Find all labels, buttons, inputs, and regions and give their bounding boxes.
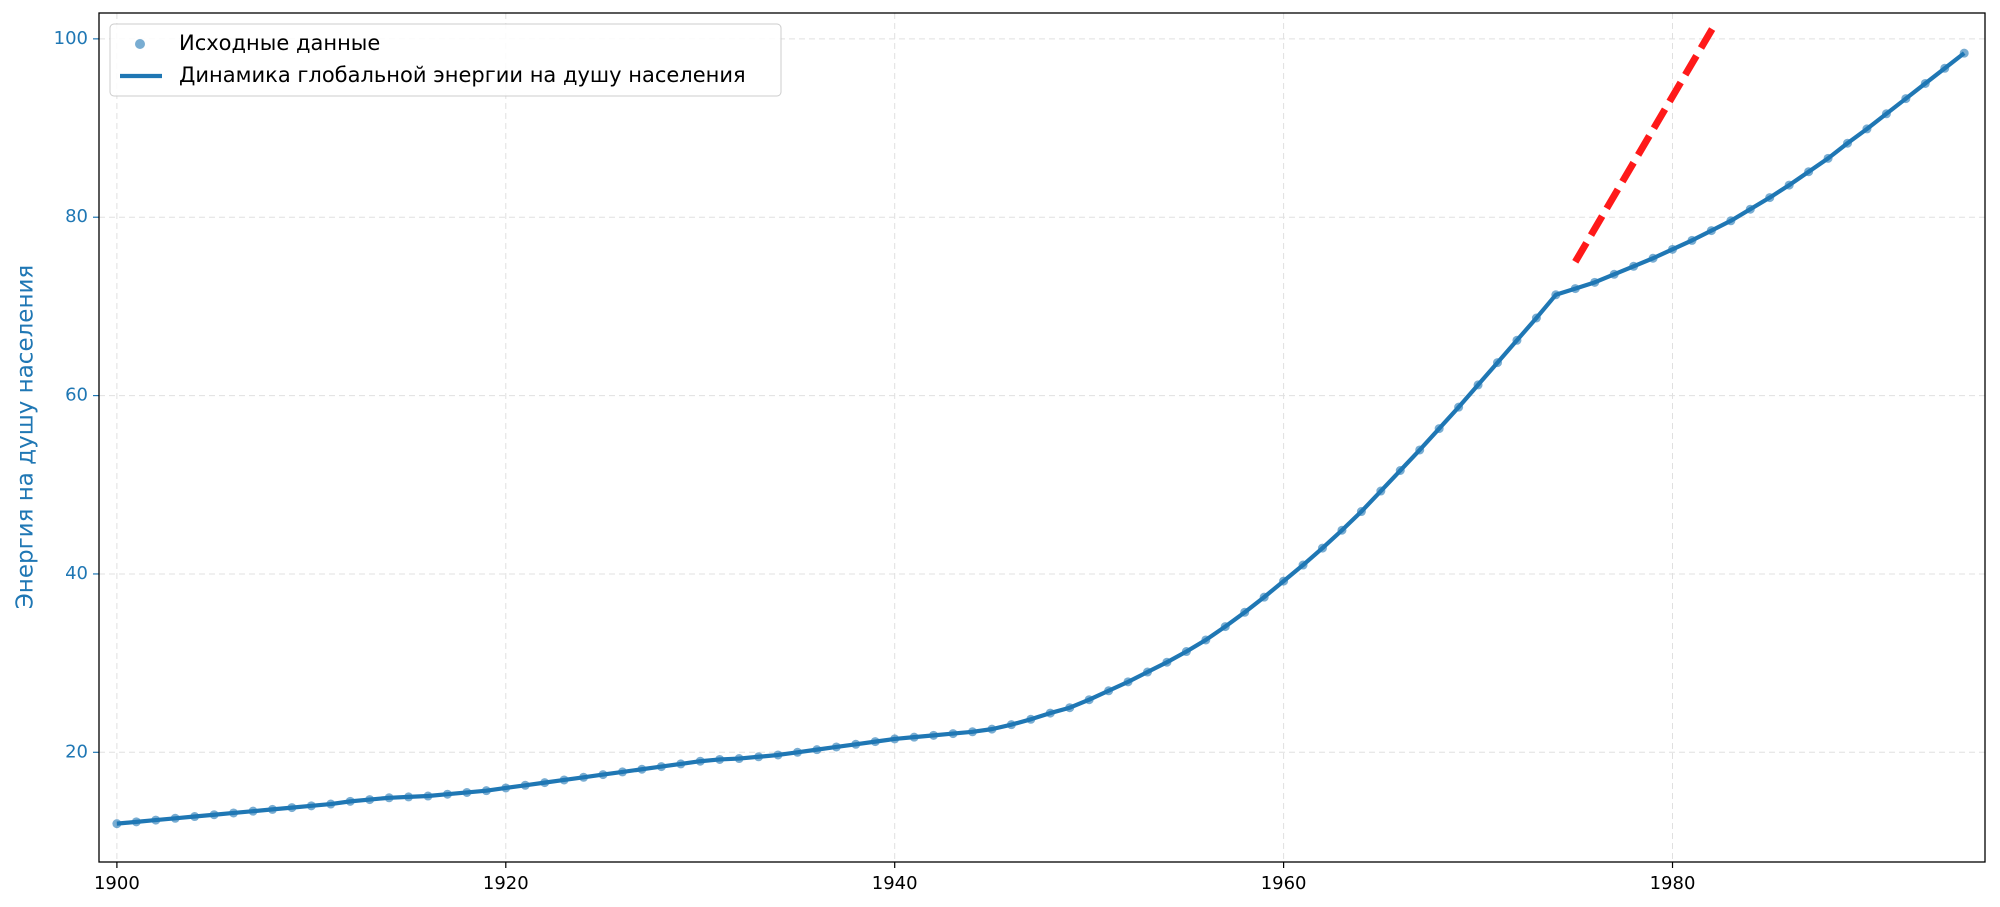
y-axis-label: Энергия на душу населения [13, 265, 39, 610]
plot-area [112, 21, 1969, 829]
x-tick-label: 1900 [94, 873, 140, 894]
x-tick-label: 1920 [483, 873, 529, 894]
legend-marker [135, 39, 145, 49]
legend-box [109, 23, 782, 97]
line [116, 51, 1966, 826]
x-tick-label: 1960 [1261, 873, 1307, 894]
x-tick-label: 1940 [872, 873, 918, 894]
x-tick-label: 1980 [1650, 873, 1696, 894]
legend-label: Динамика глобальной энергии на душу насе… [179, 63, 746, 87]
y-tick-label: 60 [65, 385, 88, 406]
trend-line [1572, 21, 1719, 264]
y-tick-label: 20 [65, 741, 88, 762]
y-tick-label: 80 [65, 206, 88, 227]
axes-frame [98, 12, 1986, 863]
y-tick-label: 100 [54, 28, 88, 49]
legend-label: Исходные данные [179, 31, 380, 55]
y-tick-label: 40 [65, 563, 88, 584]
